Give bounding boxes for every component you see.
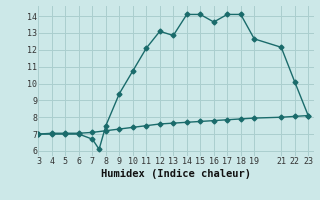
X-axis label: Humidex (Indice chaleur): Humidex (Indice chaleur) (101, 169, 251, 179)
